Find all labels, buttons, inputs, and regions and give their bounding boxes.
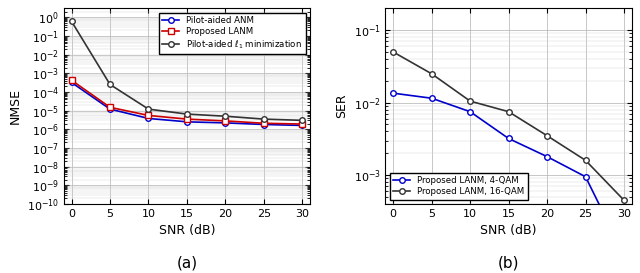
Proposed LANM, 16-QAM bbox=[467, 99, 474, 103]
Pilot-aided ANM bbox=[221, 121, 229, 124]
Legend: Pilot-aided ANM, Proposed LANM, Pilot-aided $\ell_1$ minimization: Pilot-aided ANM, Proposed LANM, Pilot-ai… bbox=[159, 13, 306, 54]
Proposed LANM, 4-QAM bbox=[505, 137, 513, 140]
Proposed LANM bbox=[260, 121, 268, 125]
Proposed LANM, 16-QAM bbox=[620, 198, 628, 202]
Proposed LANM, 16-QAM bbox=[389, 50, 397, 54]
Text: (b): (b) bbox=[498, 255, 519, 270]
Pilot-aided $\ell_1$ minimization bbox=[183, 112, 191, 116]
Proposed LANM, 16-QAM bbox=[428, 72, 435, 75]
Proposed LANM, 16-QAM bbox=[543, 134, 551, 137]
Proposed LANM bbox=[221, 119, 229, 123]
Pilot-aided ANM bbox=[68, 81, 76, 84]
Pilot-aided ANM bbox=[145, 117, 152, 120]
Proposed LANM, 16-QAM bbox=[582, 159, 589, 162]
Text: (a): (a) bbox=[177, 255, 198, 270]
Proposed LANM bbox=[298, 122, 306, 126]
Pilot-aided $\ell_1$ minimization bbox=[68, 20, 76, 23]
Line: Proposed LANM, 4-QAM: Proposed LANM, 4-QAM bbox=[390, 90, 627, 257]
Pilot-aided $\ell_1$ minimization bbox=[298, 119, 306, 122]
Proposed LANM, 4-QAM bbox=[582, 175, 589, 178]
Pilot-aided $\ell_1$ minimization bbox=[221, 115, 229, 118]
Y-axis label: SER: SER bbox=[335, 94, 348, 118]
Pilot-aided ANM bbox=[260, 123, 268, 126]
Proposed LANM, 4-QAM bbox=[467, 110, 474, 113]
Proposed LANM, 16-QAM bbox=[505, 110, 513, 113]
X-axis label: SNR (dB): SNR (dB) bbox=[481, 224, 537, 237]
Line: Pilot-aided ANM: Pilot-aided ANM bbox=[68, 80, 305, 128]
Proposed LANM bbox=[106, 106, 114, 109]
Line: Proposed LANM: Proposed LANM bbox=[68, 78, 305, 127]
Proposed LANM, 4-QAM bbox=[543, 155, 551, 158]
Proposed LANM, 4-QAM bbox=[389, 91, 397, 95]
Pilot-aided $\ell_1$ minimization bbox=[260, 117, 268, 121]
Proposed LANM, 4-QAM bbox=[428, 97, 435, 100]
Pilot-aided ANM bbox=[298, 124, 306, 127]
Proposed LANM bbox=[68, 79, 76, 82]
Line: Pilot-aided $\ell_1$ minimization: Pilot-aided $\ell_1$ minimization bbox=[68, 19, 305, 123]
Proposed LANM, 4-QAM bbox=[620, 253, 628, 256]
Pilot-aided ANM bbox=[183, 120, 191, 123]
Legend: Proposed LANM, 4-QAM, Proposed LANM, 16-QAM: Proposed LANM, 4-QAM, Proposed LANM, 16-… bbox=[390, 173, 528, 200]
Proposed LANM bbox=[183, 117, 191, 121]
Line: Proposed LANM, 16-QAM: Proposed LANM, 16-QAM bbox=[390, 49, 627, 203]
Pilot-aided ANM bbox=[106, 108, 114, 111]
Pilot-aided $\ell_1$ minimization bbox=[106, 83, 114, 86]
Pilot-aided $\ell_1$ minimization bbox=[145, 108, 152, 111]
X-axis label: SNR (dB): SNR (dB) bbox=[159, 224, 215, 237]
Y-axis label: NMSE: NMSE bbox=[8, 88, 21, 124]
Proposed LANM bbox=[145, 114, 152, 117]
